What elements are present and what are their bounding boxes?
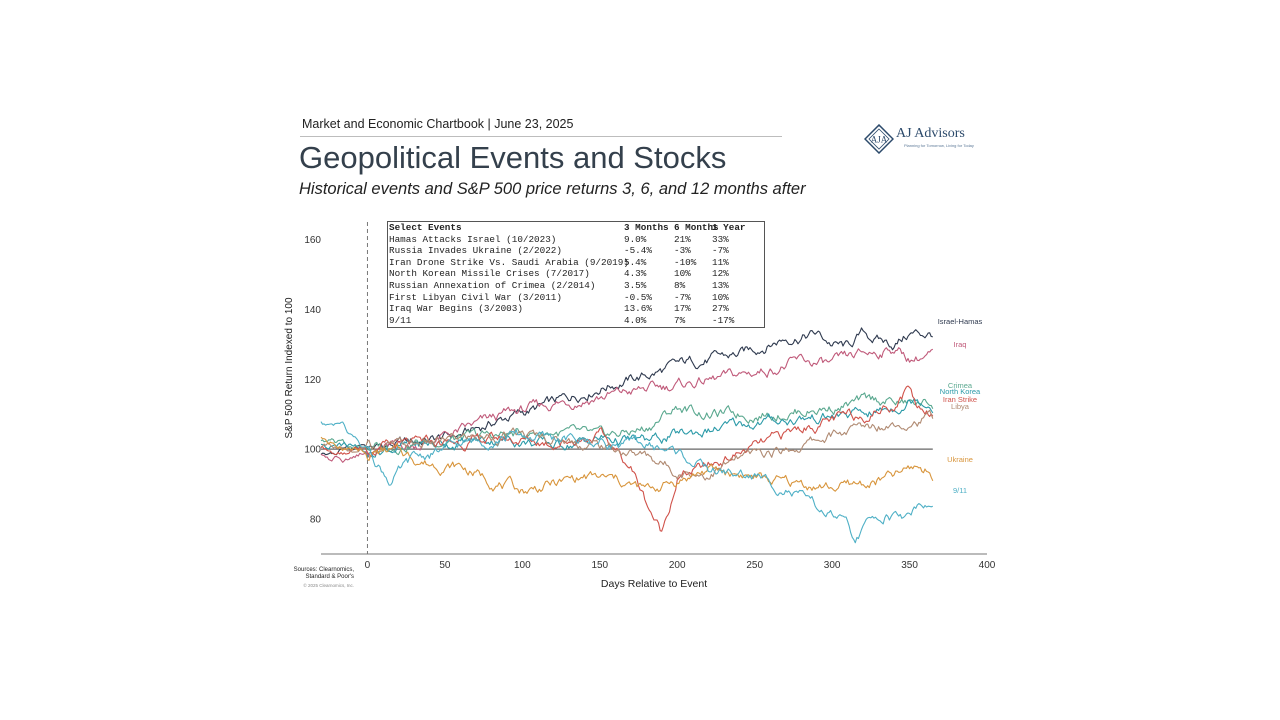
table-header-cell: 1 Year	[712, 222, 746, 233]
table-cell: 5.4%	[624, 256, 647, 268]
table-cell: 12%	[712, 268, 729, 280]
table-header-cell: 3 Months	[624, 222, 669, 233]
table-cell: Russia Invades Ukraine (2/2022)	[389, 245, 562, 257]
table-cell: Iraq War Begins (3/2003)	[389, 303, 523, 315]
series-label: 9/11	[953, 486, 967, 495]
table-row: 9/11 4.0% 7% -17%	[388, 315, 764, 327]
table-header-cell: 6 Months	[674, 222, 719, 233]
table-cell: -5.4%	[624, 245, 652, 257]
table-cell: -3%	[674, 245, 691, 257]
logo-tagline: Planning for Tomorrow, Living for Today	[904, 143, 974, 148]
x-tick-label: 100	[514, 560, 531, 571]
table-cell: 27%	[712, 303, 729, 315]
x-tick-label: 50	[439, 560, 451, 571]
page-title: Geopolitical Events and Stocks	[299, 140, 727, 175]
aj-advisors-logo: AJA AJ Advisors Planning for Tomorrow, L…	[863, 123, 976, 156]
table-cell: 9/11	[389, 314, 412, 326]
table-cell: 10%	[712, 291, 729, 303]
y-tick-label: 140	[304, 305, 321, 316]
table-row: Iraq War Begins (3/2003) 13.6% 17% 27%	[388, 303, 764, 315]
table-row: Russian Annexation of Crimea (2/2014) 3.5…	[388, 280, 764, 292]
series-label: Crimea	[948, 381, 973, 390]
logo-diamond-icon: AJA	[863, 123, 895, 155]
chartbook-header: Market and Economic Chartbook | June 23,…	[302, 117, 574, 131]
table-cell: 10%	[674, 268, 691, 280]
table-cell: 13.6%	[624, 303, 652, 315]
table-cell: 21%	[674, 233, 691, 245]
series-line	[320, 421, 933, 544]
table-cell: 3.5%	[624, 279, 647, 291]
x-tick-label: 200	[669, 560, 686, 571]
table-cell: First Libyan Civil War (3/2011)	[389, 291, 562, 303]
table-cell: 4.3%	[624, 268, 647, 280]
y-axis-title: S&P 500 Return Indexed to 100	[284, 297, 295, 438]
y-tick-label: 80	[310, 515, 322, 526]
table-row: North Korean Missile Crises (7/2017) 4.3%…	[388, 268, 764, 280]
table-cell: 7%	[674, 314, 686, 326]
sources-note: Sources: Clearnomics, Standard & Poor's	[293, 567, 354, 580]
table-cell: Hamas Attacks Israel (10/2023)	[389, 233, 557, 245]
table-cell: 13%	[712, 279, 729, 291]
table-cell: -7%	[712, 245, 729, 257]
table-row: Hamas Attacks Israel (10/2023) 9.0% 21% 33%	[388, 234, 764, 246]
logo-initials: AJA	[871, 135, 888, 145]
series-label: Libya	[951, 402, 970, 411]
series-label: North Korea	[940, 387, 981, 396]
table-row: First Libyan Civil War (3/2011) -0.5% -7% 1…	[388, 292, 764, 304]
table-cell: 8%	[674, 279, 686, 291]
x-axis-title: Days Relative to Event	[601, 578, 707, 590]
x-tick-label: 300	[824, 560, 841, 571]
table-cell: 17%	[674, 303, 691, 315]
events-returns-table: Select Events 3 Months 6 Months 1 Year Hamas…	[387, 221, 765, 328]
table-cell: 11%	[712, 256, 729, 268]
table-header-cell: Select Events	[389, 222, 462, 233]
table-cell: -10%	[674, 256, 697, 268]
table-row: Russia Invades Ukraine (2/2022) -5.4% -3% -…	[388, 245, 764, 257]
series-line	[320, 436, 934, 494]
series-line	[320, 409, 934, 481]
x-tick-label: 350	[901, 560, 918, 571]
table-cell: 4.0%	[624, 314, 647, 326]
header-divider	[300, 136, 782, 137]
y-tick-label: 120	[304, 375, 321, 386]
table-cell: -17%	[712, 314, 735, 326]
table-cell: North Korean Missile Crises (7/2017)	[389, 268, 590, 280]
table-row: Iran Drone Strike Vs. Saudi Arabia (9/20…	[388, 257, 764, 269]
series-line	[320, 398, 934, 459]
series-label: Iraq	[954, 340, 967, 349]
y-tick-label: 160	[304, 235, 321, 246]
series-line	[320, 327, 933, 456]
table-cell: -0.5%	[624, 291, 652, 303]
y-tick-label: 100	[304, 445, 321, 456]
table-header-row: Select Events 3 Months 6 Months 1 Year	[388, 222, 764, 234]
table-cell: -7%	[674, 291, 691, 303]
copyright-note: © 2025 Clearnomics, Inc.	[303, 583, 354, 588]
series-line	[320, 385, 934, 532]
table-cell: Iran Drone Strike Vs. Saudi Arabia (9/20…	[389, 256, 629, 268]
x-tick-label: 250	[746, 560, 763, 571]
table-cell: 33%	[712, 233, 729, 245]
series-label: Iran Strike	[943, 395, 977, 404]
logo-name: AJ Advisors	[896, 126, 965, 141]
page-subtitle: Historical events and S&P 500 price retu…	[299, 180, 806, 198]
x-tick-label: 150	[591, 560, 608, 571]
x-tick-label: 400	[979, 560, 996, 571]
series-label: Ukraine	[947, 455, 973, 464]
table-cell: 9.0%	[624, 233, 647, 245]
series-line	[320, 392, 934, 456]
series-label: Israel-Hamas	[938, 317, 983, 326]
table-cell: Russian Annexation of Crimea (2/2014)	[389, 279, 596, 291]
x-tick-label: 0	[365, 560, 371, 571]
